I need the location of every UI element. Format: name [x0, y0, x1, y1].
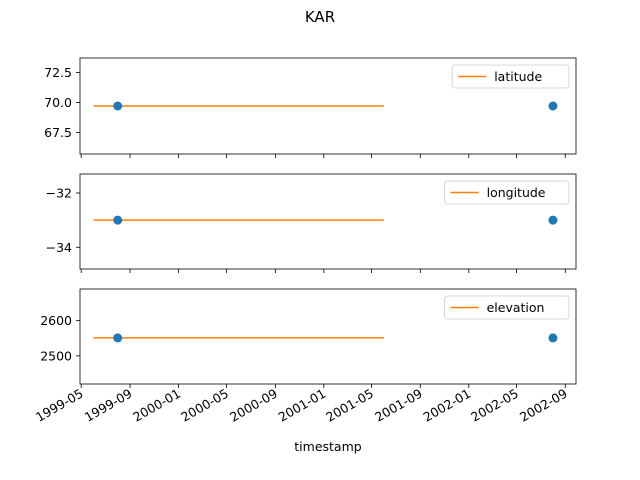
x-tick-label: 2001-01 [276, 386, 329, 425]
axes-frame [79, 288, 577, 385]
x-tick-label: 2001-09 [372, 386, 425, 425]
x-tick-label: 2002-05 [468, 386, 521, 425]
panel-2: −34 −32 longitude [46, 173, 577, 273]
legend-longitude: longitude [444, 180, 570, 205]
legend-box [444, 180, 570, 205]
x-tick-label: 2002-09 [517, 386, 570, 425]
panel-1: 67.5 70.0 72.5 latitude [44, 57, 577, 158]
axes-frame [79, 173, 577, 270]
y-tick-label: 67.5 [44, 125, 72, 140]
legend-box [444, 295, 570, 320]
x-tick-label: 2000-09 [227, 386, 280, 425]
axes-frame [79, 57, 577, 155]
legend-label: elevation [487, 300, 545, 315]
legend-label: longitude [487, 185, 546, 200]
x-tick-label: 1999-09 [82, 386, 135, 425]
data-point [548, 333, 558, 343]
y-tick-label: −32 [46, 186, 72, 201]
y-tick-label: 2500 [40, 348, 72, 363]
y-tick-label: −34 [46, 240, 72, 255]
data-point [113, 333, 123, 343]
data-point [548, 101, 558, 111]
x-tick-label: 2002-01 [421, 386, 474, 425]
legend-elevation: elevation [444, 295, 570, 320]
y-tick-label: 2600 [40, 313, 72, 328]
legend-box [451, 64, 570, 89]
data-point [548, 215, 558, 225]
data-point [113, 215, 123, 225]
y-tick-label: 72.5 [44, 65, 72, 80]
data-point [113, 101, 123, 111]
x-axis-label: timestamp [294, 439, 361, 454]
chart-title: KAR [305, 8, 335, 26]
x-tick-label: 2000-05 [178, 386, 231, 425]
y-tick-label: 70.0 [44, 95, 72, 110]
legend-label: latitude [494, 69, 542, 84]
x-tick-label: 1999-05 [33, 386, 86, 425]
x-tick-label: 2000-01 [130, 386, 183, 425]
panel-3: 2500 2600 elevation [40, 288, 577, 388]
legend-latitude: latitude [451, 64, 570, 89]
x-tick-label: 2001-05 [323, 386, 376, 425]
